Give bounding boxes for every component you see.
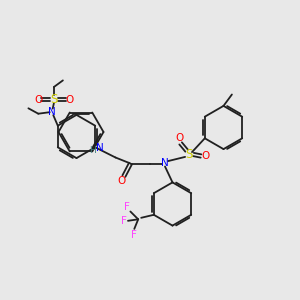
Text: F: F — [131, 230, 137, 240]
Text: F: F — [121, 216, 127, 226]
Text: O: O — [176, 133, 184, 143]
Text: O: O — [65, 94, 74, 105]
Text: N: N — [96, 143, 104, 153]
Text: H: H — [89, 146, 96, 155]
Text: N: N — [161, 158, 169, 169]
Text: S: S — [50, 93, 58, 106]
Text: O: O — [201, 151, 210, 161]
Text: O: O — [117, 176, 126, 187]
Text: F: F — [124, 202, 130, 212]
Text: O: O — [34, 94, 42, 105]
Text: N: N — [48, 107, 56, 117]
Text: S: S — [185, 148, 193, 161]
